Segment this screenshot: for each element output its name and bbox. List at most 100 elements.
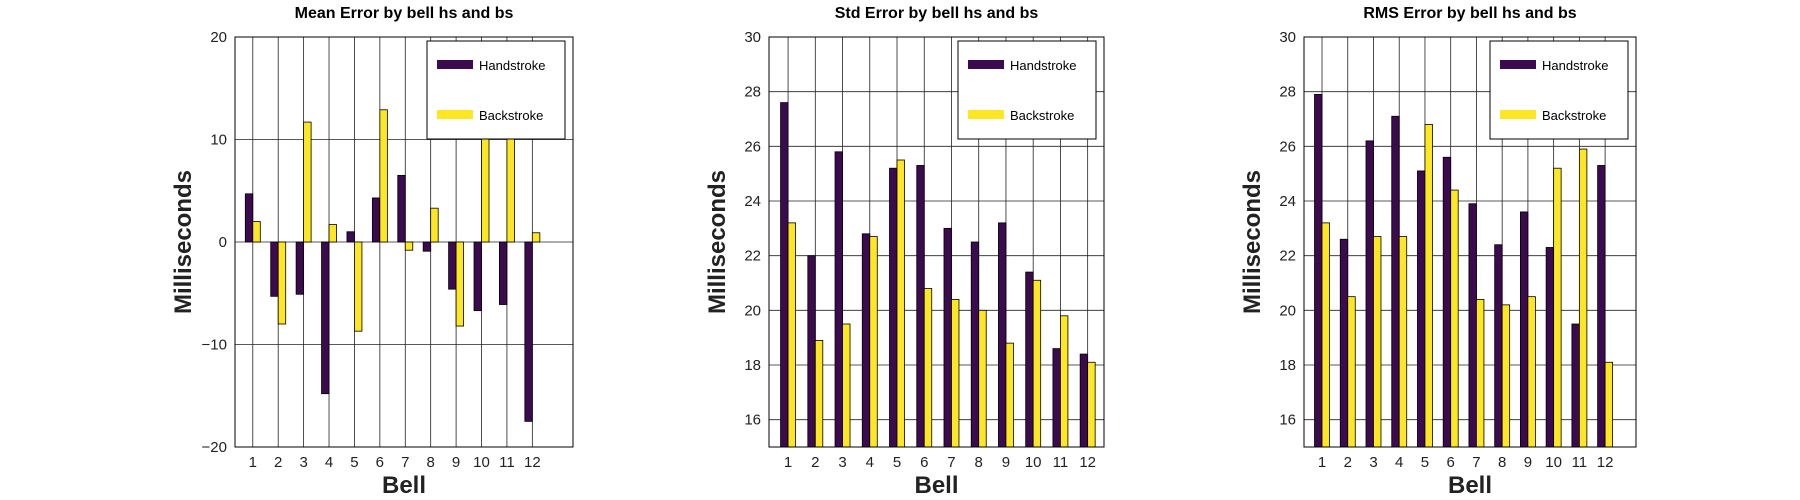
bar-backstroke-bell-6 bbox=[1450, 189, 1459, 448]
y-axis-label: Milliseconds bbox=[1239, 170, 1266, 314]
x-tick-label: 2 bbox=[1344, 454, 1352, 471]
legend: Handstroke Backstroke bbox=[426, 40, 566, 140]
bar-handstroke-bell-5 bbox=[889, 167, 898, 448]
y-axis-label: Milliseconds bbox=[704, 170, 731, 314]
x-tick-label: 3 bbox=[838, 454, 846, 471]
bar-handstroke-bell-2 bbox=[270, 241, 279, 297]
bar-backstroke-bell-2 bbox=[1347, 296, 1356, 448]
x-tick-label: 4 bbox=[866, 454, 874, 471]
x-tick-label: 8 bbox=[975, 454, 983, 471]
y-tick-label: 30 bbox=[1279, 29, 1296, 46]
bar-handstroke-bell-3 bbox=[834, 151, 843, 448]
x-tick-label: 11 bbox=[1572, 454, 1588, 471]
x-tick-label: 12 bbox=[524, 454, 541, 471]
y-tick-label: 22 bbox=[1279, 248, 1296, 265]
x-tick-label: 9 bbox=[1002, 454, 1010, 471]
bar-handstroke-bell-5 bbox=[1417, 170, 1426, 448]
x-tick-label: 6 bbox=[1447, 454, 1455, 471]
y-tick-label: 24 bbox=[744, 193, 761, 210]
legend-label-backstroke: Backstroke bbox=[1010, 108, 1074, 123]
x-tick-label: 5 bbox=[350, 454, 358, 471]
y-tick-label: 22 bbox=[744, 248, 761, 265]
bar-handstroke-bell-1 bbox=[244, 193, 254, 243]
bar-backstroke-bell-10 bbox=[1553, 167, 1562, 448]
bar-backstroke-bell-1 bbox=[252, 221, 261, 243]
bar-handstroke-bell-6 bbox=[1442, 156, 1452, 448]
bar-backstroke-bell-11 bbox=[1060, 315, 1069, 448]
x-tick-label: 1 bbox=[784, 454, 792, 471]
x-tick-label: 12 bbox=[1597, 454, 1614, 471]
y-tick-label: 30 bbox=[744, 29, 761, 46]
legend: Handstroke Backstroke bbox=[1489, 40, 1629, 140]
legend-swatch-handstroke bbox=[437, 60, 473, 69]
x-tick-label: 5 bbox=[1421, 454, 1429, 471]
bar-backstroke-bell-3 bbox=[842, 323, 851, 448]
chart-title: Std Error by bell hs and bs bbox=[835, 5, 1039, 22]
legend-label-handstroke: Handstroke bbox=[1542, 58, 1608, 73]
x-tick-label: 4 bbox=[325, 454, 333, 471]
y-tick-label: 20 bbox=[210, 29, 227, 46]
x-tick-label: 6 bbox=[376, 454, 384, 471]
bar-backstroke-bell-4 bbox=[1398, 236, 1408, 448]
bar-backstroke-bell-9 bbox=[1527, 296, 1536, 448]
bar-backstroke-bell-4 bbox=[328, 224, 337, 243]
bar-handstroke-bell-7 bbox=[943, 227, 952, 448]
bar-handstroke-bell-10 bbox=[1545, 247, 1555, 448]
legend-box bbox=[426, 40, 566, 140]
bar-backstroke-bell-8 bbox=[1501, 304, 1511, 448]
bar-handstroke-bell-6 bbox=[916, 165, 925, 448]
legend: Handstroke Backstroke bbox=[957, 40, 1097, 140]
x-tick-label: 8 bbox=[1498, 454, 1506, 471]
axes-box bbox=[1303, 36, 1637, 448]
bar-backstroke-bell-8 bbox=[978, 309, 987, 448]
x-tick-label: 1 bbox=[1318, 454, 1326, 471]
bar-backstroke-bell-2 bbox=[814, 339, 824, 448]
bar-backstroke-bell-11 bbox=[1578, 148, 1588, 448]
y-tick-label: 26 bbox=[1279, 138, 1296, 155]
bar-backstroke-bell-1 bbox=[787, 222, 796, 448]
bar-handstroke-bell-9 bbox=[998, 222, 1007, 448]
x-tick-label: 3 bbox=[299, 454, 307, 471]
bar-handstroke-bell-12 bbox=[1079, 353, 1089, 448]
bar-handstroke-bell-4 bbox=[321, 241, 330, 395]
x-tick-label: 9 bbox=[452, 454, 460, 471]
bar-handstroke-bell-8 bbox=[970, 241, 980, 448]
legend-swatch-handstroke bbox=[1500, 60, 1536, 69]
legend-label-handstroke: Handstroke bbox=[1010, 58, 1076, 73]
bar-handstroke-bell-12 bbox=[524, 241, 533, 422]
y-tick-label: 20 bbox=[744, 302, 761, 319]
y-tick-label: 0 bbox=[219, 234, 227, 251]
bar-backstroke-bell-4 bbox=[869, 236, 878, 448]
y-tick-label: 26 bbox=[744, 138, 761, 155]
y-tick-label: −20 bbox=[202, 439, 227, 456]
axes-box bbox=[234, 36, 574, 448]
x-tick-label: 2 bbox=[274, 454, 282, 471]
x-tick-label: 10 bbox=[1025, 454, 1042, 471]
bar-backstroke-bell-5 bbox=[354, 241, 363, 332]
y-tick-label: 28 bbox=[1279, 84, 1296, 101]
legend-swatch-backstroke bbox=[1500, 110, 1536, 119]
x-tick-label: 7 bbox=[947, 454, 955, 471]
bar-handstroke-bell-11 bbox=[1052, 348, 1061, 448]
legend-swatch-backstroke bbox=[968, 110, 1004, 119]
legend-label-backstroke: Backstroke bbox=[479, 108, 543, 123]
bar-handstroke-bell-11 bbox=[1571, 323, 1580, 448]
legend-box bbox=[1489, 40, 1629, 140]
x-tick-label: 11 bbox=[499, 454, 515, 471]
legend-label-handstroke: Handstroke bbox=[479, 58, 545, 73]
legend-label-backstroke: Backstroke bbox=[1542, 108, 1606, 123]
bar-handstroke-bell-9 bbox=[448, 241, 457, 290]
bar-backstroke-bell-6 bbox=[379, 109, 388, 243]
bar-handstroke-bell-11 bbox=[499, 241, 508, 305]
bar-backstroke-bell-5 bbox=[1424, 124, 1433, 448]
bar-handstroke-bell-8 bbox=[422, 241, 432, 252]
x-axis-label: Bell bbox=[1448, 472, 1492, 499]
bar-handstroke-bell-9 bbox=[1520, 211, 1529, 448]
bar-handstroke-bell-4 bbox=[1391, 115, 1400, 448]
y-tick-label: 18 bbox=[744, 357, 761, 374]
bar-handstroke-bell-8 bbox=[1494, 244, 1503, 448]
bar-backstroke-bell-10 bbox=[1032, 279, 1042, 448]
x-tick-label: 3 bbox=[1369, 454, 1377, 471]
